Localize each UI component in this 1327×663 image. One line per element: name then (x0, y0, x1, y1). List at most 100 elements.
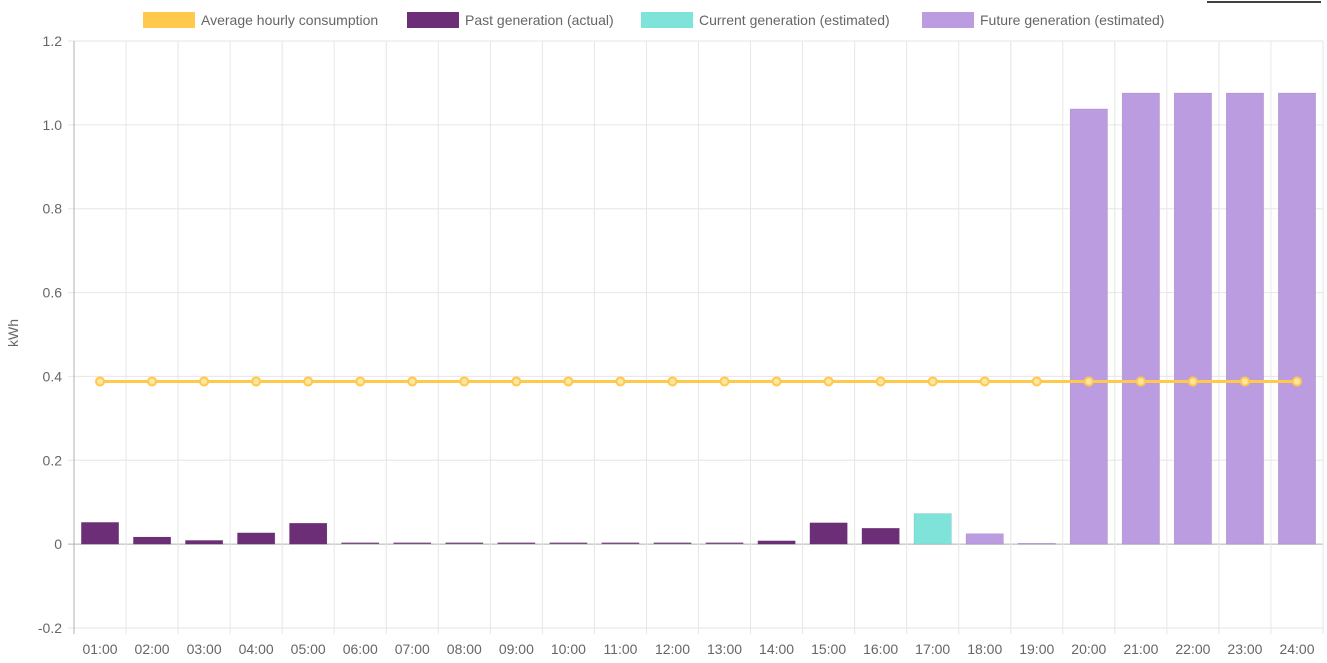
bar-3-18[interactable] (1017, 542, 1056, 545)
line-point-6[interactable] (407, 376, 418, 387)
bar-1-4[interactable] (289, 522, 328, 545)
y-tick-label: 1.2 (43, 33, 63, 49)
legend: Average hourly consumption Past generati… (143, 12, 1164, 28)
bar-1-8[interactable] (497, 542, 536, 544)
y-axis-title: kWh (5, 319, 21, 347)
bar-3-21[interactable] (1173, 92, 1212, 545)
x-tick-label: 09:00 (499, 641, 534, 657)
y-tick-label: 0.6 (43, 285, 63, 301)
x-tick-label: 10:00 (551, 641, 586, 657)
bar-1-14[interactable] (809, 522, 848, 545)
legend-label-past-generation: Past generation (actual) (465, 12, 614, 28)
bar-1-1[interactable] (133, 536, 172, 545)
bar-1-11[interactable] (653, 542, 692, 544)
x-tick-label: 02:00 (135, 641, 170, 657)
line-point-3[interactable] (251, 376, 262, 387)
x-tick-label: 12:00 (655, 641, 690, 657)
bar-1-2[interactable] (185, 540, 224, 545)
x-tick-label: 04:00 (239, 641, 274, 657)
line-point-13[interactable] (771, 376, 782, 387)
x-tick-label: 01:00 (82, 641, 117, 657)
bars (81, 92, 1316, 545)
line-point-22[interactable] (1239, 376, 1250, 387)
x-tick-label: 22:00 (1175, 641, 1210, 657)
line-point-1[interactable] (147, 376, 158, 387)
line-point-5[interactable] (355, 376, 366, 387)
line-point-14[interactable] (823, 376, 834, 387)
bar-3-22[interactable] (1225, 92, 1264, 545)
legend-swatch-current-generation (641, 12, 693, 28)
line-point-2[interactable] (199, 376, 210, 387)
y-axis: -0.2 0 0.2 0.4 0.6 0.8 1.0 1.2 (38, 33, 62, 636)
x-tick-label: 03:00 (187, 641, 222, 657)
line-point-19[interactable] (1083, 376, 1094, 387)
line-point-0[interactable] (95, 376, 106, 387)
y-tick-label: -0.2 (38, 620, 62, 636)
y-tick-label: 0.4 (43, 368, 63, 384)
legend-label-future-generation: Future generation (estimated) (980, 12, 1164, 28)
bar-3-20[interactable] (1121, 92, 1160, 545)
x-tick-label: 08:00 (447, 641, 482, 657)
x-tick-label: 21:00 (1123, 641, 1158, 657)
bar-2-16[interactable] (913, 513, 952, 545)
bar-1-12[interactable] (705, 542, 744, 544)
line-point-23[interactable] (1291, 376, 1302, 387)
line-point-18[interactable] (1031, 376, 1042, 387)
bar-1-15[interactable] (861, 527, 900, 545)
x-tick-label: 20:00 (1071, 641, 1106, 657)
line-point-16[interactable] (927, 376, 938, 387)
legend-swatch-average-consumption (143, 12, 195, 28)
bar-1-10[interactable] (601, 542, 640, 544)
x-tick-label: 11:00 (603, 641, 637, 657)
x-tick-label: 15:00 (811, 641, 846, 657)
line-point-11[interactable] (667, 376, 678, 387)
x-tick-label: 18:00 (967, 641, 1002, 657)
bar-3-17[interactable] (965, 533, 1004, 545)
legend-item-average-consumption[interactable]: Average hourly consumption (143, 12, 378, 28)
line-point-10[interactable] (615, 376, 626, 387)
bar-1-0[interactable] (81, 522, 120, 545)
y-tick-label: 0.8 (43, 201, 63, 217)
legend-item-past-generation[interactable]: Past generation (actual) (407, 12, 614, 28)
x-tick-label: 06:00 (343, 641, 378, 657)
bar-1-13[interactable] (757, 540, 796, 545)
x-tick-label: 16:00 (863, 641, 898, 657)
bar-1-5[interactable] (341, 542, 380, 544)
line-point-4[interactable] (303, 376, 314, 387)
legend-item-current-generation[interactable]: Current generation (estimated) (641, 12, 890, 28)
x-tick-label: 14:00 (759, 641, 794, 657)
grid (68, 40, 1324, 634)
line-point-8[interactable] (511, 376, 522, 387)
bar-3-19[interactable] (1069, 108, 1108, 545)
x-axis: 01:00 02:00 03:00 04:00 05:00 06:00 07:00 08:00… (82, 641, 1314, 657)
line-point-20[interactable] (1135, 376, 1146, 387)
legend-label-average-consumption: Average hourly consumption (201, 12, 378, 28)
legend-item-future-generation[interactable]: Future generation (estimated) (922, 12, 1164, 28)
legend-swatch-future-generation (922, 12, 974, 28)
line-point-12[interactable] (719, 376, 730, 387)
x-tick-label: 24:00 (1279, 641, 1314, 657)
consumption-line (95, 376, 1302, 387)
line-point-17[interactable] (979, 376, 990, 387)
legend-swatch-past-generation (407, 12, 459, 28)
bar-1-3[interactable] (237, 532, 276, 545)
line-point-7[interactable] (459, 376, 470, 387)
y-tick-label: 1.0 (43, 117, 63, 133)
x-tick-label: 23:00 (1227, 641, 1262, 657)
y-tick-label: 0.2 (43, 452, 63, 468)
bar-3-23[interactable] (1277, 92, 1316, 545)
x-tick-label: 07:00 (395, 641, 430, 657)
y-tick-label: 0 (54, 536, 62, 552)
line-point-15[interactable] (875, 376, 886, 387)
bar-1-7[interactable] (445, 542, 484, 544)
x-tick-label: 05:00 (291, 641, 326, 657)
x-tick-label: 17:00 (915, 641, 950, 657)
x-tick-label: 13:00 (707, 641, 742, 657)
legend-label-current-generation: Current generation (estimated) (699, 12, 890, 28)
line-point-21[interactable] (1187, 376, 1198, 387)
bar-1-6[interactable] (393, 542, 432, 544)
x-tick-label: 19:00 (1019, 641, 1054, 657)
line-point-9[interactable] (563, 376, 574, 387)
bar-1-9[interactable] (549, 542, 588, 544)
